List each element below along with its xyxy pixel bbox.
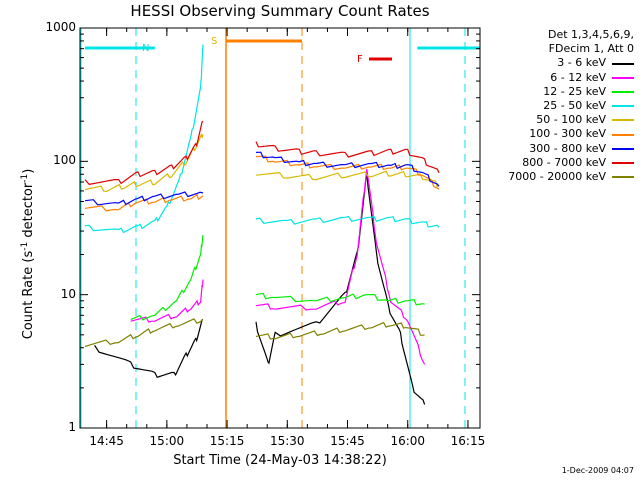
legend-item: 300 - 800 keV [474,142,634,156]
series-line-2 [130,279,204,323]
legend-header-2: FDecim 1, Att 0 [548,42,634,56]
series-line-9 [255,321,425,340]
series-line-8 [84,120,204,186]
series-line-9 [84,318,204,348]
x-tick-label: 15:15 [209,434,245,448]
legend-swatch [612,105,634,108]
x-axis-label: Start Time (24-May-03 14:38:22) [173,453,387,468]
timestamp: 1-Dec-2009 04:07 [561,466,634,475]
legend-item: 800 - 7000 keV [474,156,634,170]
y-tick-label: 1000 [45,20,76,34]
legend-swatch [612,161,634,164]
annotation-bands: N S F [80,28,480,428]
legend-item: 50 - 100 keV [474,113,634,127]
y-tick-label: 10 [60,286,76,301]
legend-label: 800 - 7000 keV [522,155,606,169]
saa-label: S [211,36,217,47]
plot-frame [79,27,481,429]
legend-item: 7000 - 20000 keV [474,170,634,184]
legend-label: 100 - 300 keV [529,127,606,141]
series-line-4 [84,44,204,234]
legend: Det 1,3,4,5,6,9, FDecim 1, Att 0 3 - 6 k… [474,28,634,184]
legend-swatch [612,62,634,65]
legend-item: 12 - 25 keV [474,85,634,99]
chart-title: HESSI Observing Summary Count Rates [130,2,430,20]
legend-swatch [612,176,634,179]
flare-label: F [357,54,363,65]
x-tick-label: 15:00 [149,434,185,448]
x-tick-label: 14:45 [89,434,124,448]
night-label: N [142,43,149,54]
series-line-6 [84,193,204,212]
legend-header-1: Det 1,3,4,5,6,9, [547,28,634,41]
legend-swatch [612,119,634,122]
legend-item: 3 - 6 keV [474,56,634,70]
legend-label: 7000 - 20000 keV [508,170,606,184]
series-line-4 [255,215,440,228]
legend-label: 12 - 25 keV [543,84,606,98]
series-line-7 [255,151,440,187]
legend-label: 6 - 12 keV [550,70,606,84]
legend-label: 25 - 50 keV [543,99,606,113]
series-line-3 [130,234,204,321]
x-tick-label: 15:30 [269,434,305,448]
axis-ticks [80,27,480,429]
series-line-3 [255,292,425,306]
legend-item: 25 - 50 keV [474,99,634,113]
legend-label: 3 - 6 keV [557,56,606,70]
series-line-7 [84,191,204,206]
series-line-2 [255,168,426,365]
legend-item: 100 - 300 keV [474,127,634,141]
x-tick-label: 16:15 [450,434,486,448]
legend-label: 300 - 800 keV [529,141,606,155]
series-line-1 [255,171,426,405]
legend-item: 6 - 12 keV [474,71,634,85]
y-tick-label: 100 [53,153,76,168]
series-line-5 [255,170,440,188]
x-tick-label: 16:00 [390,434,426,448]
series-line-1 [94,319,204,379]
legend-label: 50 - 100 keV [536,113,606,127]
y-tick-label: 1 [68,420,76,434]
legend-swatch [612,76,634,79]
legend-swatch [612,147,634,150]
series-line-5 [84,132,204,193]
legend-swatch [612,90,634,93]
x-tick-label: 15:45 [330,434,365,448]
series-line-6 [255,155,440,190]
series-group [84,44,440,405]
series-line-8 [255,141,440,174]
legend-swatch [612,133,634,136]
y-axis-label: Count Rate (s-1 detector-1) [19,168,37,340]
